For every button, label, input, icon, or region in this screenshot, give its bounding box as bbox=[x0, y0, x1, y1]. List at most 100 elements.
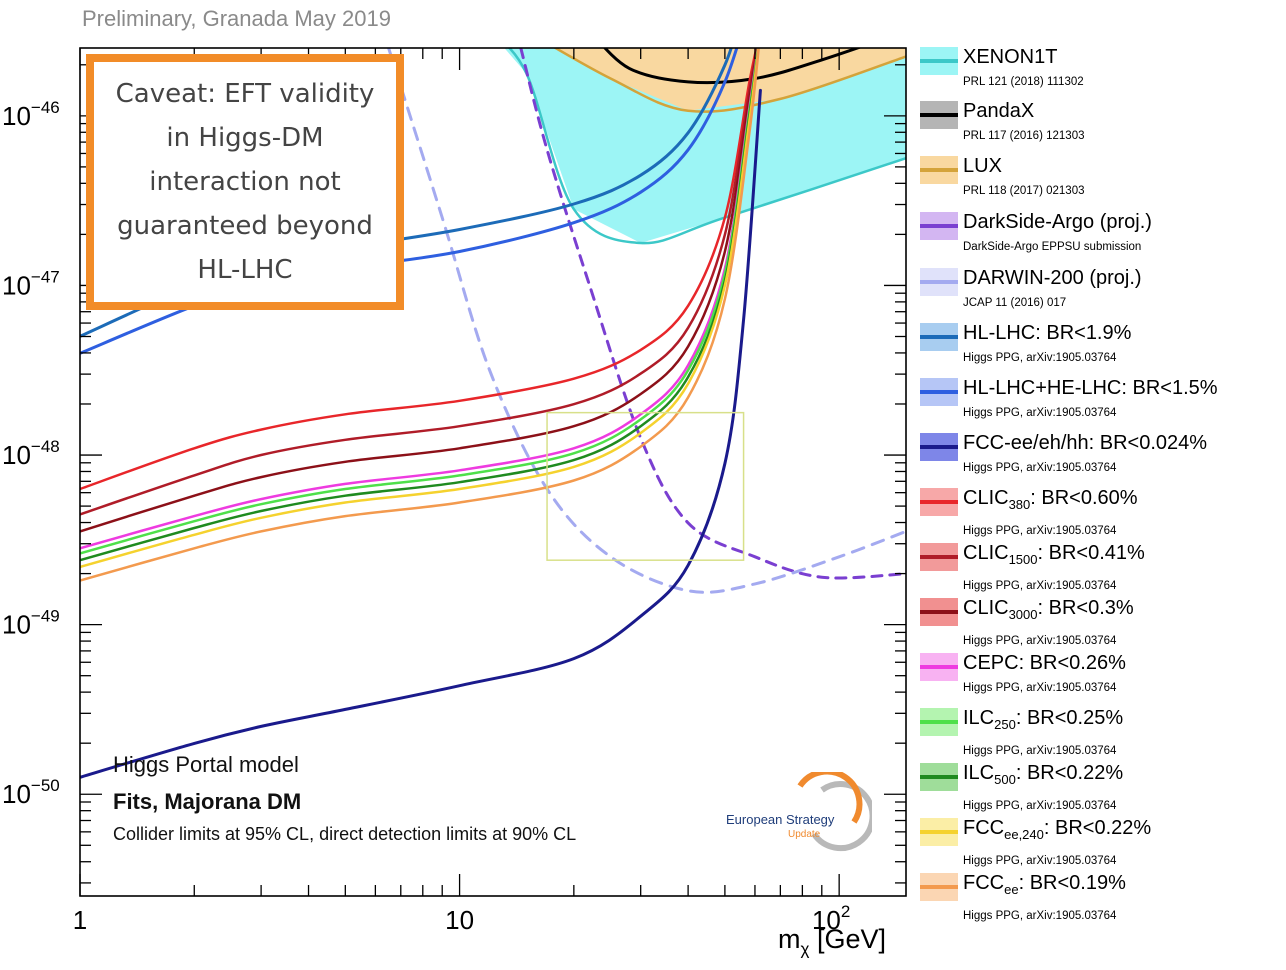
series-darkside-argo bbox=[519, 48, 906, 580]
legend-item-clic380: CLIC380: BR<0.60% Higgs PPG, arXiv:1905.0… bbox=[920, 485, 1282, 541]
legend-label: ILC500: BR<0.22% bbox=[963, 762, 1124, 787]
x-axis-label-main: m bbox=[778, 924, 801, 954]
series-clic3000 bbox=[80, 48, 759, 533]
caveat-box: Caveat: EFT validity in Higgs-DM interac… bbox=[86, 54, 404, 310]
legend-label: PandaX bbox=[963, 100, 1035, 122]
legend-line bbox=[920, 224, 958, 228]
legend-reference: PRL 121 (2018) 111302 bbox=[963, 76, 1084, 88]
legend-label: CLIC1500: BR<0.41% bbox=[963, 542, 1145, 567]
y-tick-label: 10−50 bbox=[2, 776, 60, 809]
legend-line bbox=[920, 335, 958, 339]
legend-reference: Higgs PPG, arXiv:1905.03764 bbox=[963, 352, 1117, 364]
legend-reference: Higgs PPG, arXiv:1905.03764 bbox=[963, 745, 1117, 757]
caveat-line: guaranteed beyond bbox=[117, 211, 373, 241]
cl-note: Collider limits at 95% CL, direct detect… bbox=[113, 824, 577, 844]
series-fccee240 bbox=[80, 48, 760, 569]
legend-label-sub: 1500 bbox=[1008, 552, 1038, 567]
legend-label-sub: ee,240 bbox=[1004, 827, 1044, 842]
legend-label: DarkSide-Argo (proj.) bbox=[963, 211, 1152, 233]
y-tick-label: 10−46 bbox=[2, 98, 60, 131]
legend-line bbox=[920, 555, 958, 559]
preliminary-label: Preliminary, Granada May 2019 bbox=[82, 6, 391, 31]
legend-item-clic1500: CLIC1500: BR<0.41% Higgs PPG, arXiv:1905.… bbox=[920, 540, 1282, 596]
caveat-line: in Higgs-DM bbox=[166, 123, 324, 153]
logo-arc-orange bbox=[797, 772, 863, 824]
lux-band bbox=[556, 48, 906, 111]
logo-text-main: European Strategy bbox=[726, 812, 835, 827]
series-lux bbox=[553, 48, 906, 113]
legend-item-ilc500: ILC500: BR<0.22% Higgs PPG, arXiv:1905.03… bbox=[920, 760, 1282, 816]
legend-line bbox=[920, 610, 958, 614]
legend-line bbox=[920, 885, 958, 889]
legend-item-cepc-br-0-26: CEPC: BR<0.26% Higgs PPG, arXiv:1905.0376… bbox=[920, 650, 1282, 706]
legend-item-xenon1t: XENON1T PRL 121 (2018) 111302 bbox=[920, 44, 1282, 100]
x-tick-label: 1 bbox=[73, 905, 87, 935]
x-axis-label-sub: χ bbox=[800, 939, 810, 959]
legend-line bbox=[920, 280, 958, 284]
legend-label: DARWIN-200 (proj.) bbox=[963, 267, 1142, 289]
legend-line bbox=[920, 168, 958, 172]
caveat-line: Caveat: EFT validity bbox=[115, 79, 375, 109]
legend-item-darwin-200-proj: DARWIN-200 (proj.) JCAP 11 (2016) 017 bbox=[920, 265, 1282, 321]
legend-reference: PRL 117 (2016) 121303 bbox=[963, 130, 1085, 142]
european-strategy-logo: European Strategy Update bbox=[726, 772, 872, 852]
legend-reference: PRL 118 (2017) 021303 bbox=[963, 185, 1085, 197]
series-clic380 bbox=[80, 48, 758, 491]
legend-label: FCCee,240: BR<0.22% bbox=[963, 817, 1152, 842]
caveat-line: HL-LHC bbox=[197, 255, 293, 285]
series-darwin-200 bbox=[387, 48, 906, 594]
legend-label-sub: 500 bbox=[994, 772, 1016, 787]
legend-label-sub: 250 bbox=[994, 717, 1016, 732]
legend-reference: Higgs PPG, arXiv:1905.03764 bbox=[963, 525, 1117, 537]
caveat-line: interaction not bbox=[149, 167, 341, 197]
legend-label: CLIC3000: BR<0.3% bbox=[963, 597, 1134, 622]
legend-line bbox=[920, 665, 958, 669]
legend-reference: Higgs PPG, arXiv:1905.03764 bbox=[963, 855, 1117, 867]
y-tick-label: 10−48 bbox=[2, 437, 60, 470]
legend-reference: Higgs PPG, arXiv:1905.03764 bbox=[963, 462, 1117, 474]
x-axis-label-unit: [GeV] bbox=[809, 924, 886, 954]
legend-label: XENON1T bbox=[963, 46, 1058, 68]
legend-item-fccee: FCCee: BR<0.19% Higgs PPG, arXiv:1905.037… bbox=[920, 870, 1282, 926]
legend-label: HL-LHC+HE-LHC: BR<1.5% bbox=[963, 377, 1218, 399]
legend-item-lux: LUX PRL 118 (2017) 021303 bbox=[920, 153, 1282, 209]
y-tick-label: 10−49 bbox=[2, 607, 60, 640]
legend-line bbox=[920, 390, 958, 394]
legend-line bbox=[920, 59, 958, 63]
series-fcc-ee-eh-hh bbox=[80, 88, 762, 779]
legend-item-hl-lhc-br-1-9: HL-LHC: BR<1.9% Higgs PPG, arXiv:1905.037… bbox=[920, 320, 1282, 376]
legend-reference: Higgs PPG, arXiv:1905.03764 bbox=[963, 635, 1117, 647]
legend-reference: Higgs PPG, arXiv:1905.03764 bbox=[963, 682, 1117, 694]
legend-item-pandax: PandaX PRL 117 (2016) 121303 bbox=[920, 98, 1282, 154]
legend-reference: DarkSide-Argo EPPSU submission bbox=[963, 241, 1142, 253]
x-axis-label: mχ [GeV] bbox=[778, 924, 886, 959]
legend-item-hl-lhc-he-lhc-br-1-5: HL-LHC+HE-LHC: BR<1.5% Higgs PPG, arXiv:1… bbox=[920, 375, 1282, 431]
legend-item-darkside-argo-proj: DarkSide-Argo (proj.) DarkSide-Argo EPPSU… bbox=[920, 209, 1282, 265]
legend-item-clic3000: CLIC3000: BR<0.3% Higgs PPG, arXiv:1905.0… bbox=[920, 595, 1282, 651]
series-clic1500 bbox=[80, 48, 759, 516]
legend-item-ilc250: ILC250: BR<0.25% Higgs PPG, arXiv:1905.03… bbox=[920, 705, 1282, 761]
legend-label: FCCee: BR<0.19% bbox=[963, 872, 1126, 897]
legend-line bbox=[920, 500, 958, 504]
legend-line bbox=[920, 445, 958, 449]
legend-reference: Higgs PPG, arXiv:1905.03764 bbox=[963, 910, 1117, 922]
legend-label: LUX bbox=[963, 155, 1002, 177]
legend-line bbox=[920, 113, 958, 117]
legend-label: HL-LHC: BR<1.9% bbox=[963, 322, 1132, 344]
model-info: Higgs Portal model Fits, Majorana DM Col… bbox=[113, 752, 576, 845]
legend-item-fcc-ee-eh-hh-br-0-024: FCC-ee/eh/hh: BR<0.024% Higgs PPG, arXiv:… bbox=[920, 430, 1282, 486]
legend-reference: JCAP 11 (2016) 017 bbox=[963, 297, 1067, 309]
fit-type: Fits, Majorana DM bbox=[113, 789, 302, 814]
legend-line bbox=[920, 720, 958, 724]
zoom-box bbox=[546, 411, 745, 561]
model-name: Higgs Portal model bbox=[113, 752, 299, 777]
legend-reference: Higgs PPG, arXiv:1905.03764 bbox=[963, 407, 1117, 419]
legend-label-sub: 380 bbox=[1008, 497, 1031, 512]
legend-label: CEPC: BR<0.26% bbox=[963, 652, 1126, 674]
legend-label: CLIC380: BR<0.60% bbox=[963, 487, 1138, 512]
legend-label: ILC250: BR<0.25% bbox=[963, 707, 1124, 732]
legend-reference: Higgs PPG, arXiv:1905.03764 bbox=[963, 800, 1117, 812]
legend-label-sub: ee bbox=[1004, 882, 1019, 897]
legend-label: FCC-ee/eh/hh: BR<0.024% bbox=[963, 432, 1208, 454]
legend-item-fccee-240: FCCee,240: BR<0.22% Higgs PPG, arXiv:1905… bbox=[920, 815, 1282, 871]
